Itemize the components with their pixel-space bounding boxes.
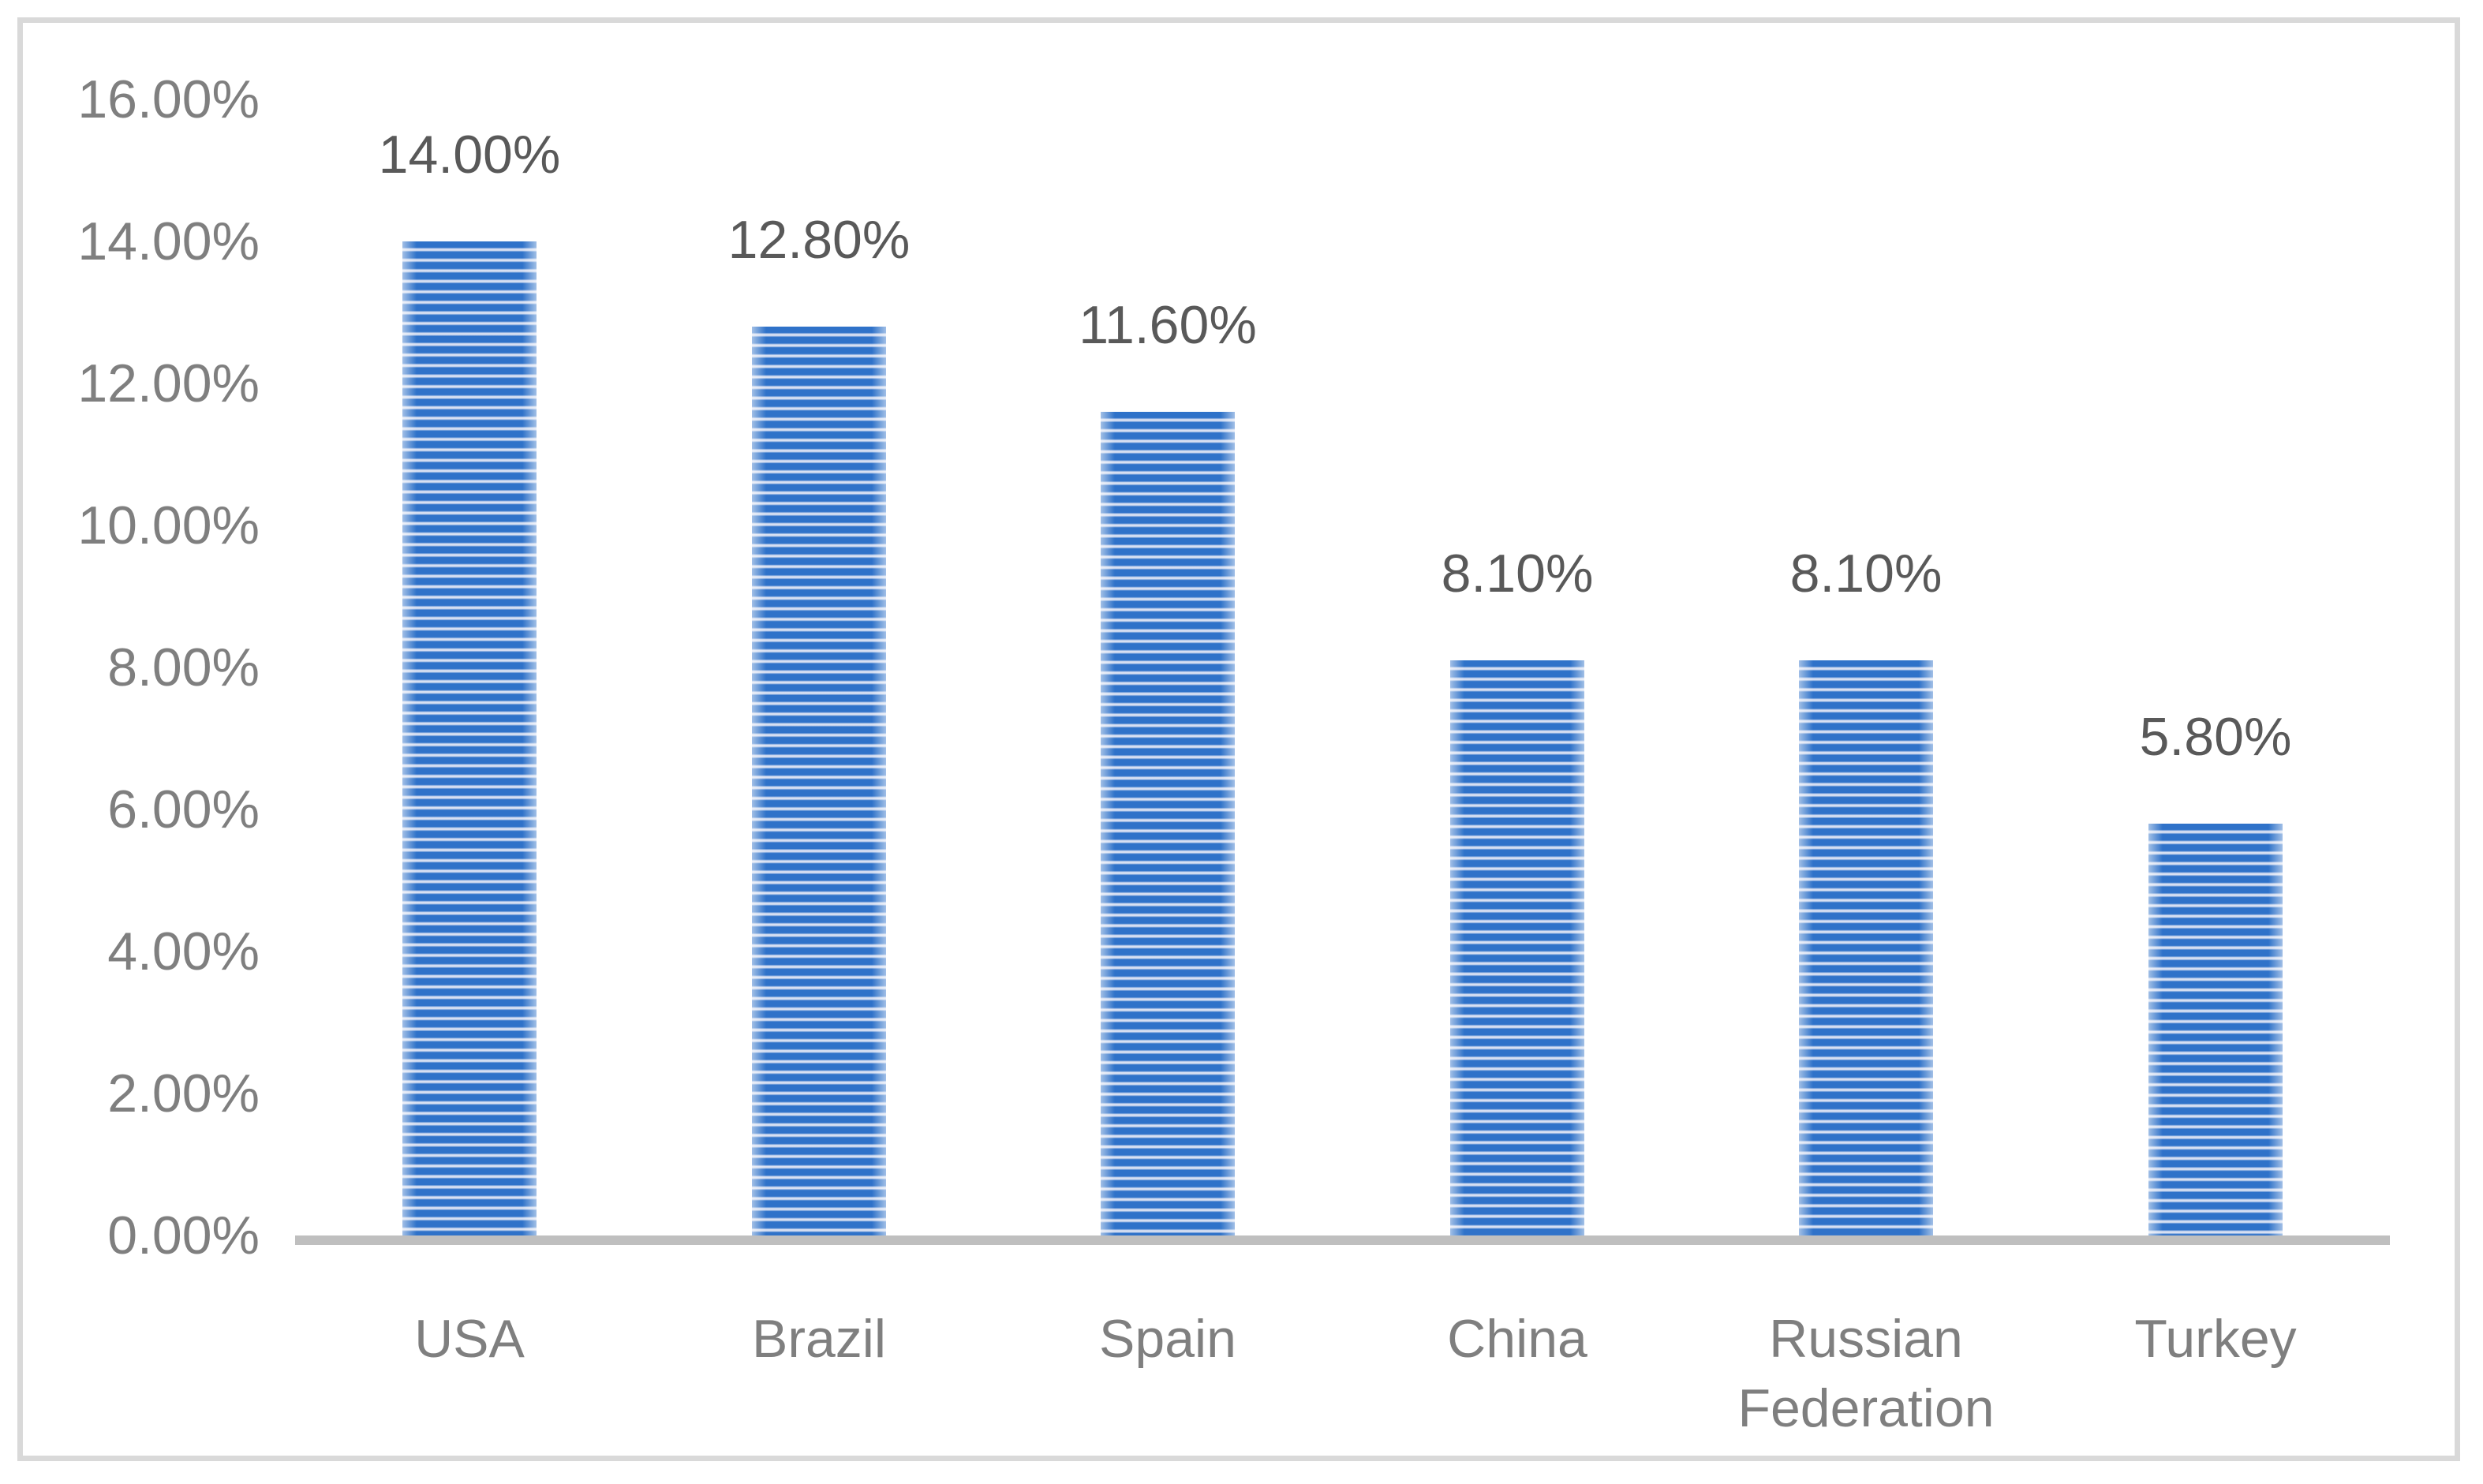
x-axis-line	[295, 1235, 2390, 1245]
data-label: 14.00%	[378, 125, 561, 185]
x-axis-category-label: Brazil	[751, 1309, 887, 1369]
y-axis-tick-label: 8.00%	[107, 637, 260, 697]
y-axis-tick-label: 14.00%	[77, 211, 260, 271]
x-axis-category-label: Spain	[1099, 1309, 1236, 1369]
y-axis-tick-label: 0.00%	[107, 1206, 260, 1265]
y-axis-tick-label: 10.00%	[77, 495, 260, 555]
y-axis-tick-label: 16.00%	[77, 69, 260, 129]
y-axis-tick-label: 4.00%	[107, 921, 260, 981]
bar-china	[1450, 660, 1584, 1235]
data-label: 8.10%	[1441, 544, 1594, 604]
data-label: 5.80%	[2139, 707, 2292, 767]
bar-russian-federation	[1799, 660, 1933, 1235]
data-label: 8.10%	[1789, 544, 1943, 604]
x-axis-category-label: USA	[414, 1309, 525, 1369]
bar-turkey	[2148, 824, 2283, 1235]
data-label: 11.60%	[1079, 295, 1257, 355]
x-axis-category-label: China	[1447, 1309, 1587, 1369]
bar-brazil	[752, 327, 886, 1235]
chart-plot-frame: 0.00% 2.00% 4.00% 6.00% 8.00% 10.00% 12.00% 14.…	[17, 17, 2460, 1461]
data-label: 12.80%	[727, 210, 911, 270]
y-axis-tick-label: 6.00%	[107, 779, 260, 839]
y-axis-tick-label: 12.00%	[77, 353, 260, 413]
bar-usa	[402, 241, 537, 1235]
x-axis-category-label: Russian Federation	[1737, 1309, 1995, 1438]
bar-spain	[1101, 412, 1235, 1235]
y-axis-tick-label: 2.00%	[107, 1063, 260, 1123]
x-axis-category-label: Turkey	[2134, 1309, 2297, 1369]
